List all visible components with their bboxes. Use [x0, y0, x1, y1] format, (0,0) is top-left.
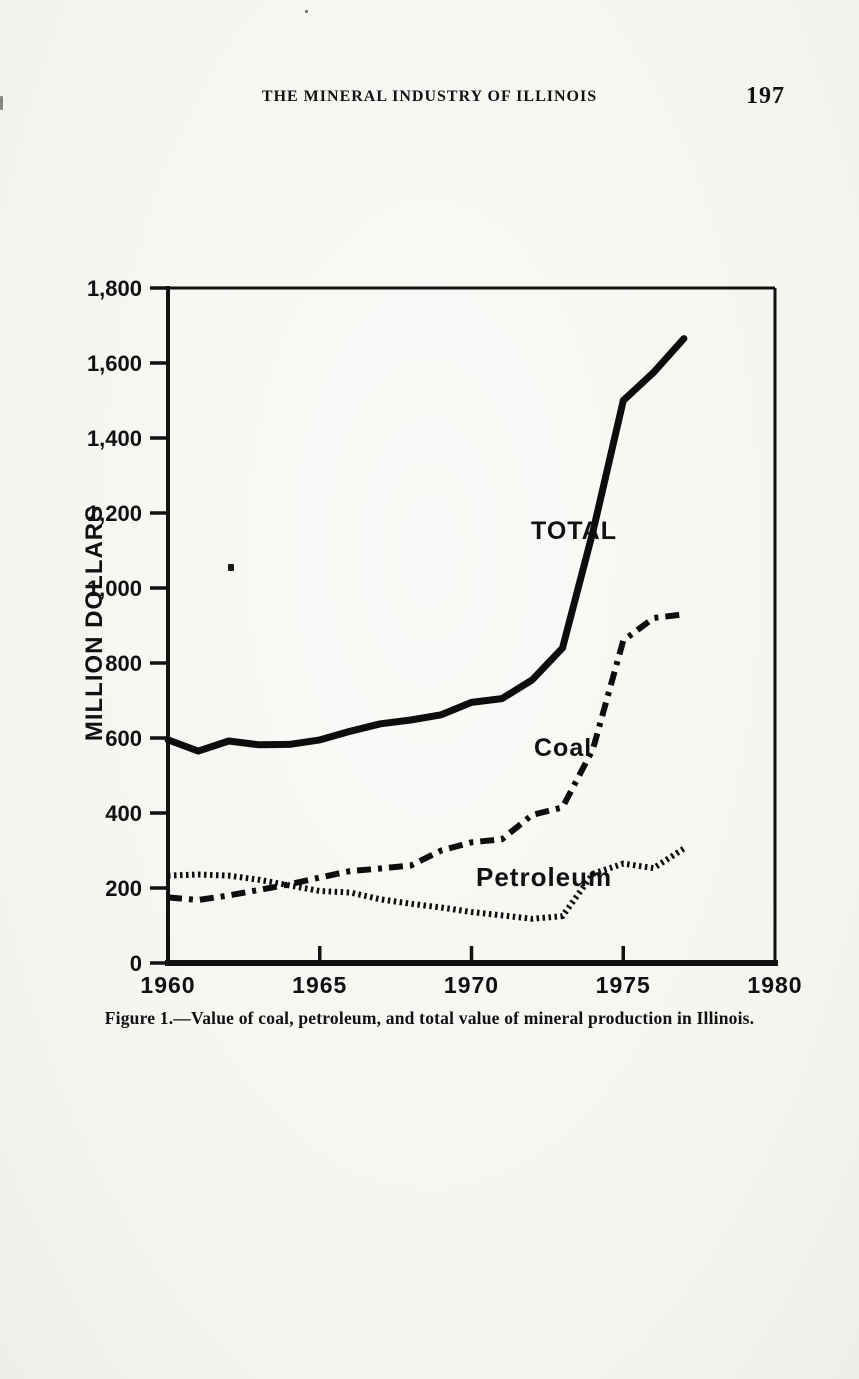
y-tick-label: 200: [105, 876, 142, 901]
coal-line: [167, 611, 685, 903]
petroleum-line: [167, 846, 686, 922]
x-tick-label: 1960: [140, 972, 195, 998]
x-tick-label: 1970: [444, 972, 499, 998]
y-axis-title: MILLION DOLLARS: [81, 504, 108, 742]
page-number: 197: [746, 83, 785, 109]
x-tick-label: 1975: [596, 972, 651, 998]
total-line: [164, 335, 688, 755]
y-tick-label: 0: [130, 951, 142, 976]
ink-speck: [305, 10, 308, 13]
y-tick-label: 600: [105, 726, 142, 751]
running-head: THE MINERAL INDUSTRY OF ILLINOIS: [261, 88, 598, 105]
series-label-total: TOTAL: [531, 517, 618, 545]
y-tick-label: 1,000: [87, 576, 142, 601]
y-tick-label: 400: [105, 801, 142, 826]
ink-speck: [228, 564, 234, 571]
y-tick-label: 800: [105, 651, 142, 676]
x-tick-label: 1965: [292, 972, 347, 998]
y-tick-label: 1,400: [87, 426, 142, 451]
series-label-coal: Coal: [534, 734, 593, 762]
y-tick-label: 1,600: [87, 351, 142, 376]
figure-caption: Figure 1.—Value of coal, petroleum, and …: [104, 1008, 755, 1028]
ink-speck: [0, 96, 3, 110]
y-tick-label: 1,800: [87, 276, 142, 301]
y-tick-label: 1,200: [87, 501, 142, 526]
series-label-petroleum: Petroleum: [476, 862, 613, 892]
x-tick-label: 1980: [747, 972, 802, 998]
